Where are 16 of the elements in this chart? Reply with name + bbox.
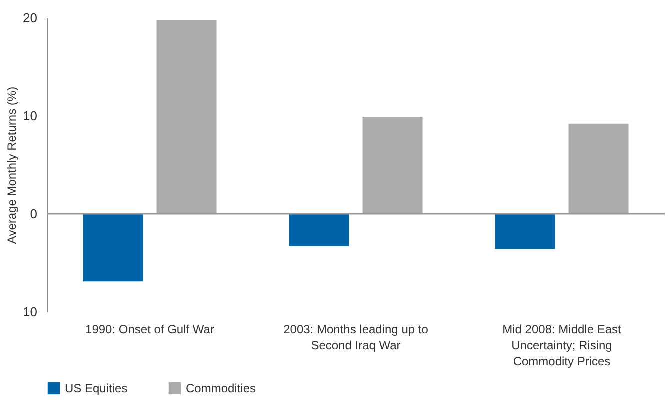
y-axis-title: Average Monthly Returns (%) — [5, 86, 20, 244]
y-tick-label: 20 — [23, 10, 38, 26]
x-tick-label: 2003: Months leading up to Second Iraq War — [284, 322, 429, 352]
bar — [83, 214, 144, 282]
x-tick-label: 1990: Onset of Gulf War — [86, 322, 214, 336]
y-tick-label: 10 — [23, 304, 38, 320]
bar — [289, 214, 350, 246]
x-tick-label: Mid 2008: Middle East Uncertainty; Rising Commodity Prices — [502, 322, 622, 368]
bar — [156, 20, 217, 214]
bar — [362, 116, 423, 214]
y-tick-label: 0 — [30, 206, 38, 222]
bar — [495, 214, 556, 250]
legend-label: US Equities — [65, 381, 128, 396]
bar — [568, 124, 629, 214]
legend-label: Commodities — [186, 381, 256, 396]
y-tick-label: 10 — [23, 108, 38, 124]
